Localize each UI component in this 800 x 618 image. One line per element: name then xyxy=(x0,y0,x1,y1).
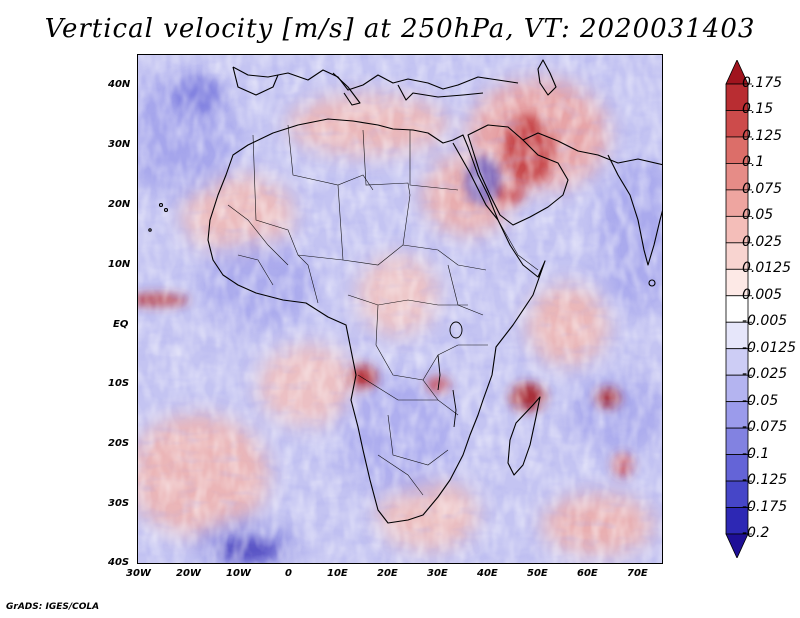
lat-label-10s: 10S xyxy=(108,378,130,389)
colorbar-label: -0.0125 xyxy=(742,339,797,356)
colorbar-label: -0.025 xyxy=(742,366,788,383)
lon-label-50e: 50E xyxy=(527,568,548,579)
colorbar-label: -0.175 xyxy=(742,498,788,515)
lat-label-20s: 20S xyxy=(108,438,130,449)
lat-label-eq: EQ xyxy=(113,319,129,330)
map-title: Vertical velocity [m/s] at 250hPa, VT: 2… xyxy=(44,14,756,44)
lon-label-10w: 10W xyxy=(226,568,251,579)
lon-label-10e: 10E xyxy=(327,568,348,579)
colorbar-label: -0.1 xyxy=(742,445,770,462)
colorbar-label: -0.005 xyxy=(742,313,788,330)
lon-label-20w: 20W xyxy=(176,568,201,579)
vertical-velocity-field xyxy=(138,55,662,563)
colorbar-label: 0.1 xyxy=(742,154,765,171)
lat-label-40s: 40S xyxy=(108,557,130,568)
colorbar-label: 0.0125 xyxy=(742,260,791,277)
colorbar-label: 0.175 xyxy=(742,75,783,91)
grads-credit: GrADS: IGES/COLA xyxy=(6,602,100,612)
lakes xyxy=(437,321,463,428)
colorbar-label: -0.05 xyxy=(742,392,779,409)
lon-label-20e: 20E xyxy=(377,568,398,579)
colorbar-swatch xyxy=(725,533,749,558)
coastlines xyxy=(148,59,662,524)
colorbar-label: -0.2 xyxy=(742,525,770,541)
lat-label-20n: 20N xyxy=(108,199,131,210)
colorbar-label: 0.05 xyxy=(742,207,774,224)
map-panel xyxy=(137,54,663,564)
madagascar-coastline xyxy=(507,396,541,476)
colorbar-label: -0.075 xyxy=(742,419,788,436)
africa-coastline xyxy=(207,118,546,524)
lon-label-0: 0 xyxy=(285,568,292,579)
colorbar-label: 0.075 xyxy=(742,180,783,197)
lon-label-30w: 30W xyxy=(126,568,151,579)
country-borders xyxy=(227,124,539,496)
colorbar-label: -0.125 xyxy=(742,472,788,489)
europe-coastline xyxy=(232,66,519,91)
lon-label-60e: 60E xyxy=(577,568,598,579)
lat-label-30n: 30N xyxy=(108,139,131,150)
colorbar xyxy=(725,60,752,558)
lat-label-10n: 10N xyxy=(108,259,131,270)
colorbar-label: 0.005 xyxy=(742,286,783,303)
colorbar-label: 0.025 xyxy=(742,233,783,250)
arabia-coastline xyxy=(467,124,569,226)
colorbar-label: 0.125 xyxy=(742,127,783,144)
lat-label-40n: 40N xyxy=(108,79,131,90)
lon-label-70e: 70E xyxy=(627,568,648,579)
lat-label-30s: 30S xyxy=(108,498,130,509)
lon-label-30e: 30E xyxy=(427,568,448,579)
colorbar-label: 0.15 xyxy=(742,101,774,118)
lon-label-40e: 40E xyxy=(477,568,498,579)
